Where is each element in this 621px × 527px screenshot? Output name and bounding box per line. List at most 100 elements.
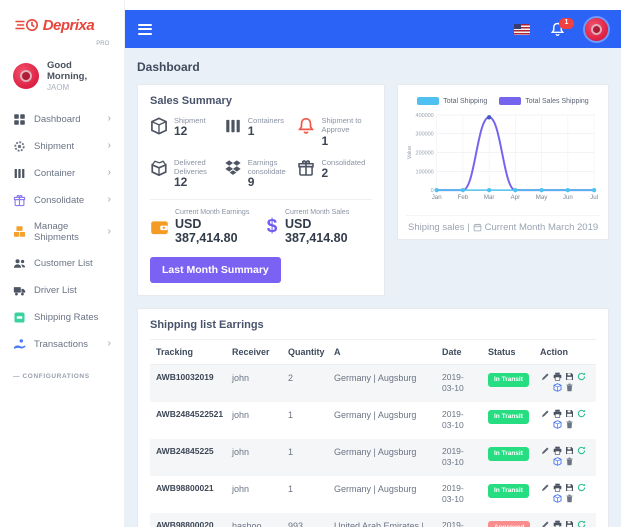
sync-action-icon[interactable] bbox=[577, 483, 586, 492]
invoice-action-icon[interactable] bbox=[565, 483, 574, 492]
edit-action-icon[interactable] bbox=[541, 409, 550, 418]
sidebar-item-container[interactable]: Container › bbox=[0, 160, 124, 187]
truck-icon bbox=[13, 284, 26, 297]
print-action-icon[interactable] bbox=[553, 446, 562, 455]
delete-action-icon[interactable] bbox=[565, 383, 574, 392]
data-point[interactable] bbox=[513, 187, 518, 193]
package-open-icon bbox=[150, 159, 168, 177]
status-badge: Approved bbox=[488, 521, 531, 527]
sidebar-item-customer-list[interactable]: Customer List bbox=[0, 250, 124, 277]
cell-destination: United Arab Emirates | dubai bbox=[334, 520, 424, 527]
stats-grid: Shipment 12 Containers 1 Shipment to Approve… bbox=[150, 116, 372, 190]
sidebar-item-label: Dashboard bbox=[34, 113, 81, 125]
package-action-icon[interactable] bbox=[553, 420, 562, 429]
wallet-icon bbox=[150, 218, 169, 237]
chevron-right-icon: › bbox=[107, 194, 111, 206]
sidebar-item-shipping-rates[interactable]: Shipping Rates bbox=[0, 304, 124, 331]
column-header-receiver: Receiver bbox=[226, 339, 282, 365]
package-action-icon[interactable] bbox=[553, 494, 562, 503]
svg-text:0: 0 bbox=[431, 188, 434, 194]
shipping-list-title: Shipping list Earrings bbox=[150, 319, 596, 340]
bell-icon bbox=[297, 117, 315, 135]
speeding-clock-logo-icon bbox=[15, 17, 41, 33]
invoice-action-icon[interactable] bbox=[565, 372, 574, 381]
delete-action-icon[interactable] bbox=[565, 420, 574, 429]
invoice-action-icon[interactable] bbox=[565, 446, 574, 455]
brand-suffix: PRO bbox=[96, 41, 110, 47]
chart-caption-prefix: Shiping sales | bbox=[408, 221, 470, 233]
cell-actions bbox=[534, 364, 596, 401]
table-row[interactable]: AWB10032019 john 2 Germany | Augsburg 2019-0… bbox=[150, 364, 596, 402]
invoice-action-icon[interactable] bbox=[565, 520, 574, 527]
rates-icon bbox=[13, 311, 26, 324]
data-point[interactable] bbox=[486, 187, 492, 193]
edit-action-icon[interactable] bbox=[541, 446, 550, 455]
table-row[interactable]: AWB98800020 hashoo 993 United Arab Emirates… bbox=[150, 512, 596, 527]
gift-icon bbox=[297, 159, 315, 177]
cell-tracking: AWB10032019 bbox=[156, 371, 214, 382]
user-greeting: Good Morning, bbox=[47, 60, 88, 83]
print-action-icon[interactable] bbox=[553, 520, 562, 527]
sidebar-item-manage-shipments[interactable]: Manage Shipments › bbox=[0, 214, 124, 250]
profile-avatar[interactable] bbox=[585, 17, 608, 41]
data-point[interactable] bbox=[539, 187, 544, 193]
sync-action-icon[interactable] bbox=[577, 446, 586, 455]
current-month-sales: $ Current Month Sales USD 387,414.80 bbox=[265, 209, 372, 246]
notifications-button[interactable]: 1 bbox=[550, 17, 574, 37]
cell-destination: Germany | Augsburg bbox=[334, 409, 417, 420]
data-point[interactable] bbox=[434, 187, 439, 193]
container-bars-icon bbox=[224, 117, 242, 135]
edit-action-icon[interactable] bbox=[541, 483, 550, 492]
sidebar-item-shipment[interactable]: Shipment › bbox=[0, 133, 124, 160]
print-action-icon[interactable] bbox=[553, 372, 562, 381]
delete-action-icon[interactable] bbox=[565, 494, 574, 503]
peak-data-point[interactable] bbox=[486, 115, 492, 120]
sync-action-icon[interactable] bbox=[577, 520, 586, 527]
table-row[interactable]: AWB98800021 john 1 Germany | Augsburg 2019-0… bbox=[150, 476, 596, 513]
column-header-action: Action bbox=[534, 339, 596, 365]
table-row[interactable]: AWB24845225 john 1 Germany | Augsburg 2019-0… bbox=[150, 438, 596, 476]
user-avatar[interactable] bbox=[13, 62, 39, 89]
stat-value: 12 bbox=[174, 124, 188, 139]
sync-action-icon[interactable] bbox=[577, 372, 586, 381]
stat-value: 1 bbox=[321, 133, 329, 148]
cell-actions bbox=[534, 402, 596, 439]
stat-value: 1 bbox=[247, 124, 255, 139]
stat-label: Shipment to Approve bbox=[321, 116, 362, 135]
package-action-icon[interactable] bbox=[553, 383, 562, 392]
us-flag-icon[interactable] bbox=[514, 23, 530, 35]
sidebar-item-driver-list[interactable]: Driver List bbox=[0, 277, 124, 304]
menu-toggle-icon[interactable] bbox=[138, 18, 152, 40]
sidebar-item-consolidate[interactable]: Consolidate › bbox=[0, 187, 124, 214]
calendar-icon bbox=[473, 223, 482, 232]
stat-consolidated: Consolidated 2 bbox=[297, 158, 372, 191]
stat-value: 12 bbox=[174, 175, 188, 190]
last-month-summary-button[interactable]: Last Month Summary bbox=[150, 256, 281, 283]
delete-action-icon[interactable] bbox=[565, 457, 574, 466]
column-header-quantity: Quantity bbox=[282, 339, 328, 365]
sidebar-item-label: Customer List bbox=[34, 257, 93, 269]
data-point[interactable] bbox=[460, 187, 466, 193]
sidebar-item-transactions[interactable]: Transactions › bbox=[0, 331, 124, 358]
data-point[interactable] bbox=[591, 187, 597, 193]
brand-logo[interactable]: Deprixa PRO bbox=[0, 0, 124, 50]
edit-action-icon[interactable] bbox=[541, 372, 550, 381]
table-row[interactable]: AWB2484522521 john 1 Germany | Augsburg 2019… bbox=[150, 402, 596, 439]
sidebar-item-label: Driver List bbox=[34, 284, 77, 296]
sync-action-icon[interactable] bbox=[577, 409, 586, 418]
users-icon bbox=[13, 257, 26, 270]
legend-swatch bbox=[499, 97, 522, 105]
legend-item-total-sales-shipping[interactable]: Total Sales Shipping bbox=[499, 97, 589, 105]
edit-action-icon[interactable] bbox=[541, 520, 550, 527]
print-action-icon[interactable] bbox=[553, 483, 562, 492]
data-point[interactable] bbox=[565, 187, 571, 193]
sidebar-item-dashboard[interactable]: Dashboard › bbox=[0, 106, 124, 133]
legend-item-total-shipping[interactable]: Total Shipping bbox=[417, 97, 487, 105]
svg-text:200000: 200000 bbox=[416, 151, 434, 157]
sales-currency: USD bbox=[285, 217, 312, 232]
invoice-action-icon[interactable] bbox=[565, 409, 574, 418]
package-action-icon[interactable] bbox=[553, 457, 562, 466]
svg-text:Apr: Apr bbox=[511, 194, 521, 201]
print-action-icon[interactable] bbox=[553, 409, 562, 418]
